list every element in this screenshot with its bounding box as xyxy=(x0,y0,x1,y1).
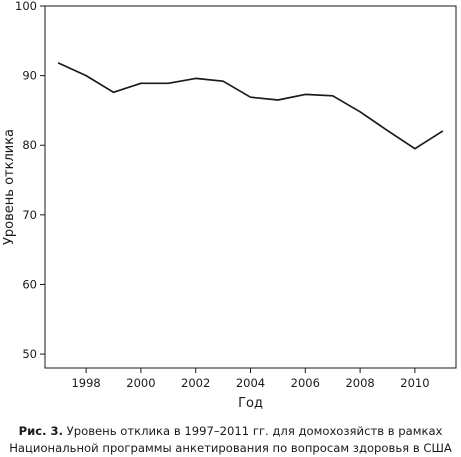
series-layer xyxy=(57,62,444,150)
x-tick-label: 1998 xyxy=(71,376,100,390)
x-tick-label: 2008 xyxy=(345,376,374,390)
x-axis-ticks: 1998 2000 2002 2004 2006 2008 2010 xyxy=(71,368,430,390)
caption-line-1: Рис. 3. Уровень отклика в 1997–2011 гг. … xyxy=(0,423,461,440)
y-tick-label: 60 xyxy=(22,277,37,291)
x-tick-label: 2000 xyxy=(126,376,155,390)
chart: 50 60 70 80 90 100 1998 2000 2002 2004 2006 2008 20… xyxy=(2,0,457,411)
series-line xyxy=(57,62,444,150)
y-tick-label: 70 xyxy=(22,208,37,222)
y-tick-label: 100 xyxy=(15,0,37,13)
y-axis-title: Уровень отклика xyxy=(2,129,17,245)
caption-figure-label: Рис. 3. xyxy=(18,424,63,438)
x-axis-title: Год xyxy=(238,396,263,411)
x-tick-label: 2006 xyxy=(291,376,320,390)
y-tick-label: 90 xyxy=(22,69,37,83)
x-tick-label: 2010 xyxy=(400,376,429,390)
caption-line-2: Национальной программы анкетирования по … xyxy=(9,441,452,455)
y-tick-label: 50 xyxy=(22,347,37,361)
y-tick-label: 80 xyxy=(22,138,37,152)
x-tick-label: 2004 xyxy=(236,376,265,390)
plot-area-frame xyxy=(44,5,457,369)
figure-caption: Рис. 3. Уровень отклика в 1997–2011 гг. … xyxy=(0,423,461,457)
x-tick-label: 2002 xyxy=(181,376,210,390)
y-axis-ticks: 50 60 70 80 90 100 xyxy=(15,0,45,361)
caption-text-1: Уровень отклика в 1997–2011 гг. для домо… xyxy=(66,424,443,438)
